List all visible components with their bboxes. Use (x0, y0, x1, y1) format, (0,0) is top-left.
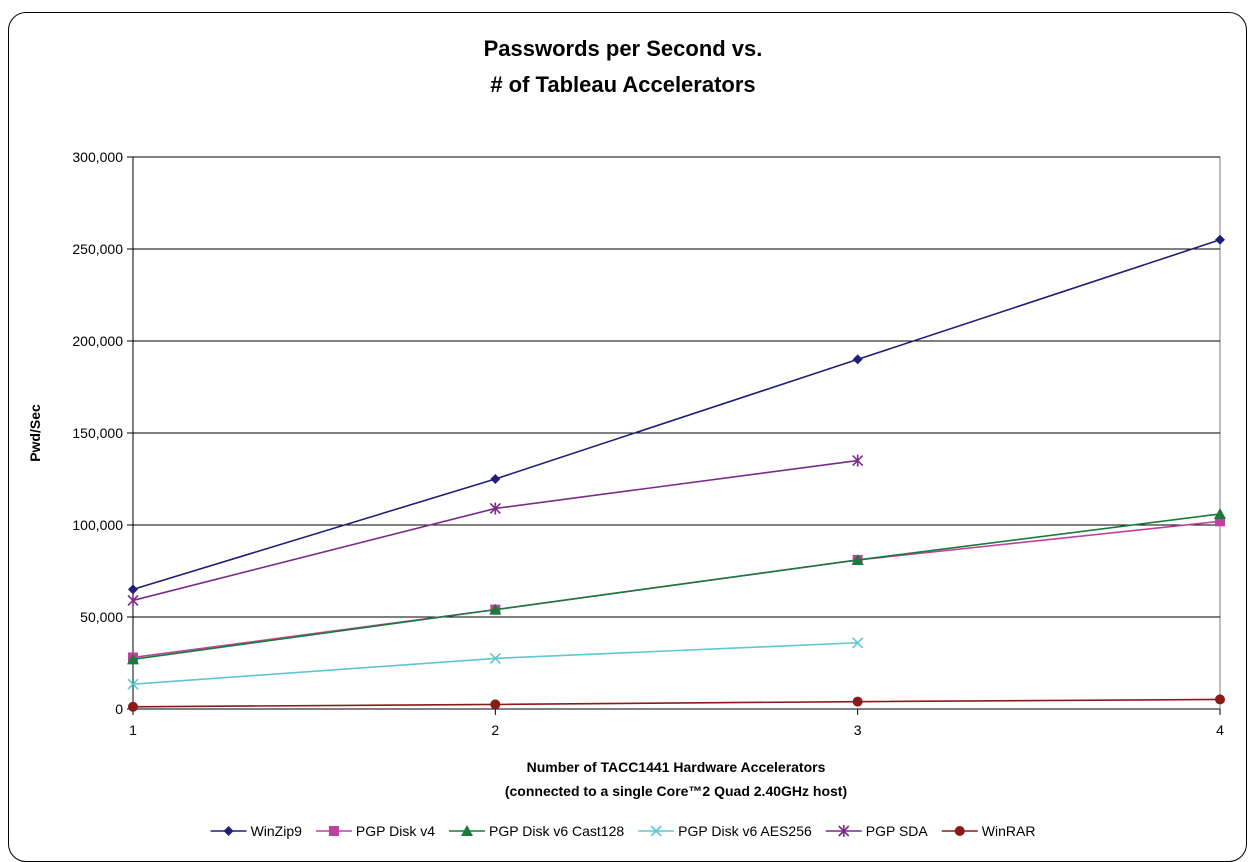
x-tick-label: 1 (129, 722, 137, 738)
x-axis-label-line-2: (connected to a single Core™2 Quad 2.40G… (505, 783, 847, 799)
legend-item: PGP SDA (825, 823, 929, 839)
series-line (132, 239, 1221, 591)
data-point (489, 652, 501, 664)
data-point (852, 637, 864, 649)
data-point (852, 354, 863, 365)
legend-item: PGP Disk v6 AES256 (638, 823, 812, 839)
data-point (490, 699, 501, 710)
x-tick-label: 4 (1216, 722, 1224, 738)
series-2 (127, 507, 1226, 665)
data-point (128, 701, 138, 712)
data-point (851, 553, 864, 565)
series-5 (128, 694, 1225, 712)
x-tick-label: 3 (854, 722, 862, 738)
data-point (127, 594, 139, 607)
legend-label: PGP Disk v4 (356, 823, 435, 839)
data-point (1214, 507, 1226, 519)
y-tick-label: 100,000 (72, 517, 123, 533)
series-3 (127, 637, 864, 690)
chart-title-line-2: # of Tableau Accelerators (490, 72, 755, 97)
x-axis-label-line-1: Number of TACC1441 Hardware Accelerators (527, 759, 826, 775)
series-4 (127, 454, 864, 607)
legend-marker (954, 826, 965, 836)
legend-marker (223, 826, 234, 836)
legend-label: WinZip9 (251, 823, 303, 839)
data-point (489, 603, 502, 615)
series-line (132, 513, 1221, 661)
data-point (490, 474, 501, 484)
data-point (1215, 694, 1225, 705)
legend-item: PGP Disk v6 Cast128 (449, 823, 624, 839)
legend-item: WinRAR (941, 823, 1036, 839)
series-0 (128, 234, 1225, 595)
y-tick-label: 0 (115, 701, 123, 717)
legend-label: PGP Disk v6 AES256 (678, 823, 812, 839)
legend-label: PGP SDA (866, 823, 929, 839)
y-tick-label: 300,000 (72, 149, 123, 165)
y-tick-label: 150,000 (72, 425, 123, 441)
x-tick-label: 2 (491, 722, 499, 738)
legend-item: PGP Disk v4 (315, 823, 435, 839)
series-line (132, 698, 1221, 708)
legend-label: PGP Disk v6 Cast128 (489, 823, 624, 839)
data-point (128, 584, 138, 595)
legend: WinZip9 PGP Disk v4 PGP Disk v6 Cast128 PGP… (210, 823, 1036, 839)
data-point (489, 502, 501, 515)
data-point (852, 454, 864, 467)
series-line (132, 641, 858, 685)
legend-marker (461, 825, 474, 836)
series-layer (127, 234, 1226, 712)
y-tick-label: 200,000 (72, 333, 123, 349)
data-point (127, 678, 139, 690)
legend-marker (328, 826, 339, 836)
data-point (127, 653, 139, 665)
chart-title-line-1: Passwords per Second vs. (484, 36, 763, 61)
legend-label: WinRAR (982, 823, 1036, 839)
data-point (1215, 234, 1225, 245)
y-axis-label: Pwd/Sec (27, 404, 43, 462)
data-point (1215, 516, 1225, 527)
y-tick-label: 250,000 (72, 241, 123, 257)
y-tick-label: 50,000 (80, 609, 123, 625)
legend-item: WinZip9 (210, 823, 303, 839)
gridlines (133, 156, 1220, 618)
data-point (852, 696, 863, 707)
legend-marker (838, 825, 850, 837)
legend-marker (650, 825, 662, 837)
axes: 0 50,000 100,000 150,000 200,000 250,000 300,0… (72, 149, 1224, 738)
series-1 (128, 516, 1225, 663)
chart-frame (8, 12, 1247, 862)
